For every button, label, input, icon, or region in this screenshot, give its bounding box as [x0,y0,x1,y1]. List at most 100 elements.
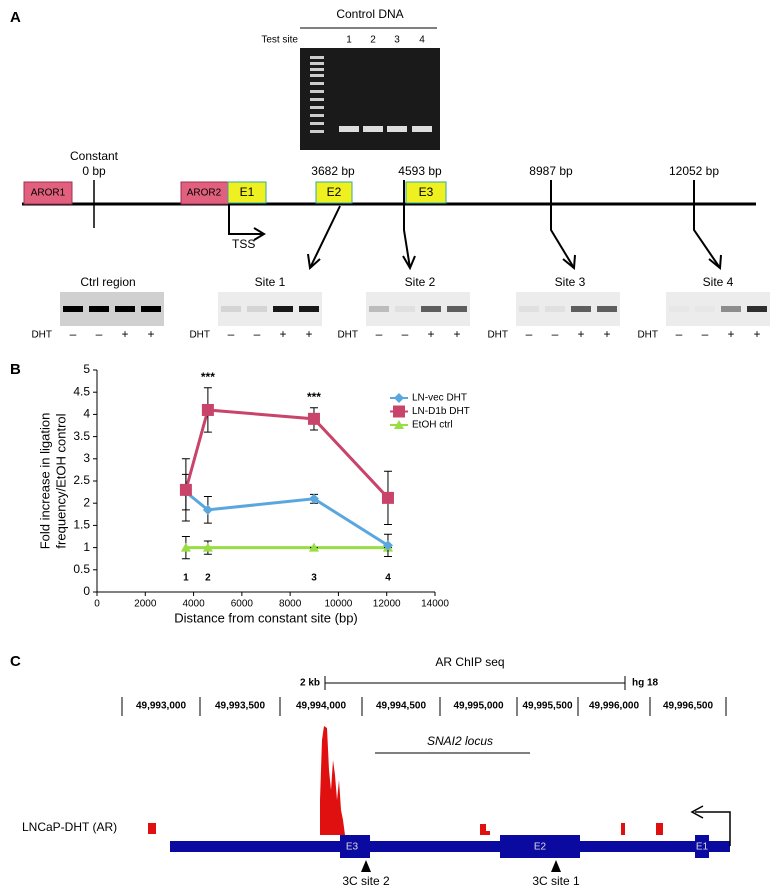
marker [381,491,394,504]
track-title: AR ChIP seq [435,655,504,669]
marker [180,542,191,552]
treatment: – [376,327,383,341]
position: 8987 bp [529,164,573,178]
band [412,126,432,132]
band [395,306,415,312]
annotation: *** [307,390,321,404]
ladder-band [310,62,324,65]
treatment: – [702,327,709,341]
dht-label: DHT [337,330,358,341]
treatment: + [753,327,760,341]
marker [394,420,404,429]
band [247,306,267,312]
y-tick-label: 4.5 [73,384,90,398]
marker [307,412,320,425]
x-tick-label: 0 [94,599,100,610]
site-label: 3C site 1 [532,874,580,888]
panel-label: A [10,9,21,26]
strand-arrow [690,805,731,846]
band [339,126,359,132]
locus-label: SNAI2 locus [427,734,493,748]
legend-label: LN-vec DHT [412,393,467,404]
box-label: AROR1 [31,188,66,199]
coordinate: 49,994,000 [296,701,346,712]
ladder-band [310,122,324,125]
band [721,306,741,312]
band [447,306,467,312]
band [571,306,591,312]
coordinate: 49,995,500 [522,701,572,712]
y-tick-label: 0 [83,584,90,598]
scale-label: 2 kb [300,678,320,689]
tss-label: TSS [232,237,255,251]
y-tick-label: 3.5 [73,429,90,443]
treatment: – [96,327,103,341]
marker [394,393,404,403]
peaks [148,726,663,835]
x-tick-label: 4000 [182,599,205,610]
coordinate: 49,994,500 [376,701,426,712]
position: 4593 bp [398,164,442,178]
scale-bar [324,676,626,690]
treatment: – [552,327,559,341]
treatment: – [228,327,235,341]
point-label: 4 [385,573,391,584]
site-markers [361,860,561,872]
point-label: 3 [311,573,317,584]
band [669,306,689,312]
gel-title: Ctrl region [80,275,135,289]
band [273,306,293,312]
box-label: E3 [419,185,434,199]
gel-title: Site 4 [703,275,734,289]
treatment: + [727,327,734,341]
x-tick-label: 6000 [231,599,254,610]
coordinate: 49,993,000 [136,701,186,712]
box-label: E2 [327,185,342,199]
gene [170,841,730,852]
exon-label: E2 [534,842,547,853]
exon-label: E1 [696,842,709,853]
assembly: hg 18 [632,678,659,689]
marker [202,504,213,515]
band [747,306,767,312]
band [63,306,83,312]
band [597,306,617,312]
panel-label: C [10,653,21,670]
band [387,126,407,132]
series-line [184,408,390,499]
marker [382,540,393,551]
panel-label: B [10,361,21,378]
y-tick-label: 2.5 [73,473,90,487]
y-tick-label: 5 [83,362,90,376]
box [227,181,267,204]
x-tick-label: 8000 [279,599,302,610]
box [23,181,73,205]
point-label: 2 [205,573,211,584]
exon [695,835,709,858]
dht-label: DHT [487,330,508,341]
arrows [228,180,722,271]
marker [179,483,192,496]
marker [201,403,214,416]
band [141,306,161,312]
site-label: 3C site 2 [342,874,390,888]
band [221,306,241,312]
coordinate: 49,996,000 [589,701,639,712]
position: 12052 bp [669,164,719,178]
coordinate: 49,993,500 [215,701,265,712]
band [519,306,539,312]
lane-number: 2 [370,35,376,46]
ladder-band [310,106,324,109]
x-axis-label: Distance from constant site (bp) [174,610,358,625]
y-tick-label: 1.5 [73,518,90,532]
legend-label: EtOH ctrl [412,420,453,431]
series-line [184,490,389,547]
test-site: Test site [261,35,298,46]
ladder-band [310,74,324,77]
treatment: + [279,327,286,341]
position: 0 bp [82,164,106,178]
y-axis-label: frequency/EtOH control [53,413,68,548]
band [89,306,109,312]
treatment: + [305,327,312,341]
